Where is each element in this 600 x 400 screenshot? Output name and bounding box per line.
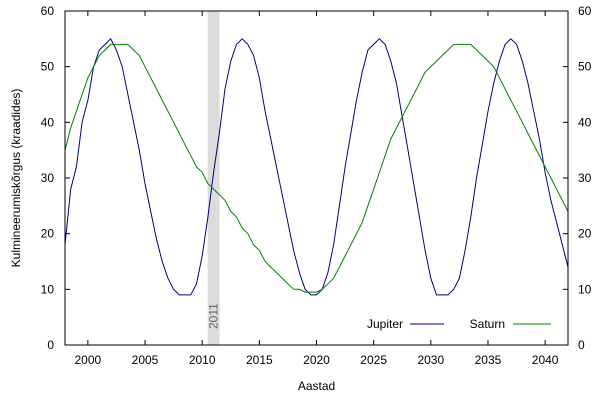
x-tick-label-2040: 2040 [532,353,559,367]
y-tick-label-left-30: 30 [41,171,55,185]
highlight-label-2011: 2011 [207,303,221,329]
y-tick-label-left-40: 40 [41,115,55,129]
x-tick-label-2010: 2010 [189,353,216,367]
y-axis-left: 0 10 20 30 40 50 60 [41,4,70,352]
x-axis: 2000 2005 2010 2015 2020 2025 2030 2035 2040 [75,11,559,367]
x-tick-label-2020: 2020 [303,353,330,367]
x-tick-label-2035: 2035 [475,353,502,367]
y-tick-label-right-10: 10 [578,282,592,296]
x-tick-label-2025: 2025 [360,353,387,367]
x-tick-label-2015: 2015 [246,353,273,367]
highlight-band-2011 [207,11,220,345]
x-tick-label-2000: 2000 [75,353,102,367]
y-tick-label-left-0: 0 [47,338,54,352]
x-axis-title: Aastad [298,379,335,393]
y-tick-label-right-0: 0 [578,338,585,352]
y-tick-label-left-10: 10 [41,282,55,296]
y-tick-label-left-50: 50 [41,60,55,74]
legend-label-jupiter: Jupiter [367,317,403,331]
y-tick-label-left-20: 20 [41,227,55,241]
y-tick-label-right-20: 20 [578,227,592,241]
highlight-layer: 2011 [207,11,221,345]
y-axis-title: Kulmineerumiskõrgus (kraadides) [9,89,23,268]
y-tick-label-right-60: 60 [578,4,592,18]
legend-label-saturn: Saturn [470,317,505,331]
y-tick-label-right-30: 30 [578,171,592,185]
x-tick-label-2005: 2005 [132,353,159,367]
series-line-jupiter [64,37,569,296]
y-tick-label-left-60: 60 [41,4,55,18]
y-tick-label-right-40: 40 [578,115,592,129]
series-layer [64,37,569,296]
legend: Jupiter Saturn [367,317,551,331]
y-axis-right: 0 10 20 30 40 50 60 [563,4,592,352]
x-tick-label-2030: 2030 [417,353,444,367]
series-line-saturn [64,43,569,293]
y-tick-label-right-50: 50 [578,60,592,74]
